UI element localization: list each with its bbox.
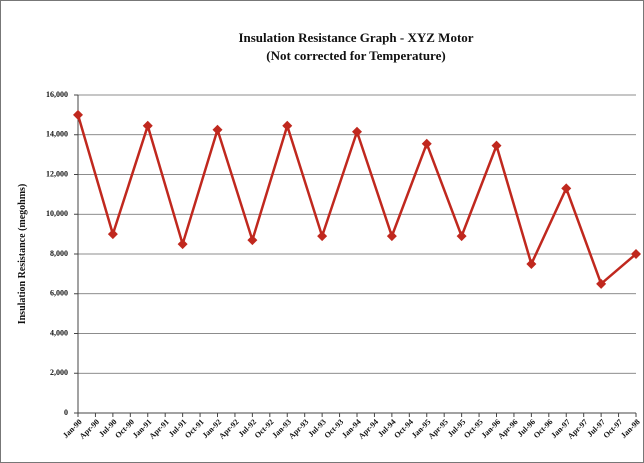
data-point	[491, 140, 502, 151]
data-point	[421, 138, 432, 149]
data-point	[282, 120, 293, 131]
y-tick-label: 6,000	[50, 289, 68, 298]
y-tick-label: 2,000	[50, 368, 68, 377]
data-point	[317, 231, 328, 242]
chart-subtitle: (Not corrected for Temperature)	[266, 48, 445, 63]
y-tick-label: 16,000	[46, 90, 68, 99]
data-point	[631, 249, 641, 259]
y-tick-label: 4,000	[50, 328, 68, 337]
data-point	[456, 231, 467, 242]
chart-title: Insulation Resistance Graph - XYZ Motor	[238, 30, 473, 45]
y-axis-label: Insulation Resistance (megohms)	[17, 184, 28, 325]
y-tick-label: 14,000	[46, 130, 68, 139]
y-tick-label: 12,000	[46, 169, 68, 178]
data-point	[142, 120, 153, 131]
data-point	[352, 126, 362, 137]
y-tick-label: 8,000	[50, 249, 68, 258]
data-point	[73, 109, 83, 120]
data-point	[177, 239, 188, 250]
data-point	[561, 183, 572, 194]
data-point	[247, 235, 258, 246]
y-tick-label: 10,000	[46, 209, 68, 218]
data-point	[386, 231, 397, 242]
y-tick-label: 0	[64, 408, 68, 417]
data-point	[212, 124, 223, 135]
data-point	[526, 258, 537, 269]
data-point	[596, 278, 607, 289]
data-point	[107, 229, 118, 240]
